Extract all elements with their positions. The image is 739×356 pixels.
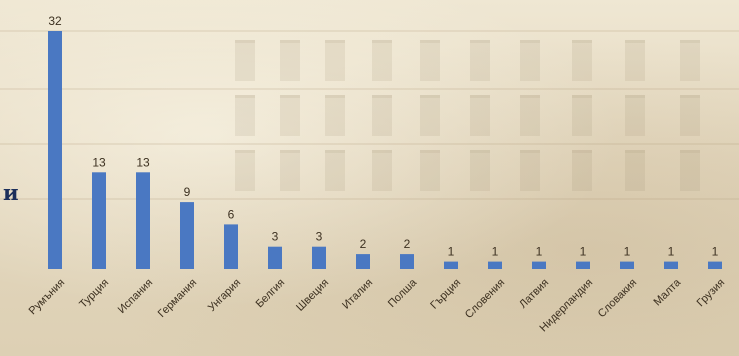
background-window-shape	[625, 150, 645, 191]
background-window-shape	[325, 150, 345, 191]
bar-1	[92, 172, 106, 269]
tick-label-7: Италия	[340, 277, 375, 312]
background-window-shape	[280, 95, 300, 136]
bar-12	[576, 261, 590, 269]
background-cornice-line	[0, 198, 739, 200]
bar-6	[312, 246, 326, 269]
background-cornice-line	[0, 30, 739, 32]
tick-label-10: Словения	[463, 277, 507, 321]
bar-13	[620, 261, 634, 269]
tick-label-14: Малта	[651, 276, 683, 308]
tick-label-0: Румъния	[27, 277, 68, 318]
bar-4	[224, 224, 238, 269]
background-window-shape	[235, 150, 255, 191]
background-cornice-line	[0, 88, 739, 90]
background-window-shape	[325, 95, 345, 136]
bar-15	[708, 261, 722, 269]
bar-9	[444, 261, 458, 269]
value-label-1: 13	[92, 155, 106, 169]
background-window-shape	[625, 40, 645, 81]
background-window-shape	[520, 150, 540, 191]
tick-label-5: Белгия	[254, 277, 288, 311]
background-window-shape	[372, 150, 392, 191]
background-window-shape	[520, 40, 540, 81]
bar-11	[532, 261, 546, 269]
background-window-shape	[235, 95, 255, 136]
value-label-5: 3	[272, 230, 279, 244]
bar-8	[400, 254, 414, 269]
background-window-shape	[420, 40, 440, 81]
value-label-4: 6	[228, 207, 235, 221]
value-label-13: 1	[624, 245, 631, 259]
value-label-9: 1	[448, 245, 455, 259]
background-window-shape	[372, 95, 392, 136]
background-window-shape	[520, 95, 540, 136]
background-window-shape	[280, 40, 300, 81]
background-window-shape	[470, 95, 490, 136]
tick-label-4: Унгария	[206, 277, 243, 314]
tick-labels-group: Румъния Турция Испания Германия Унгария Белги…	[27, 276, 728, 334]
background-cornice-line	[0, 143, 739, 145]
background-window-shape	[625, 95, 645, 136]
background-window-shape	[572, 40, 592, 81]
bar-2	[136, 172, 150, 269]
background-window-shape	[470, 150, 490, 191]
background-window-shape	[470, 40, 490, 81]
tick-label-1: Турция	[77, 277, 111, 311]
value-label-8: 2	[404, 237, 411, 251]
bar-0	[48, 31, 62, 269]
background-window-shape	[420, 95, 440, 136]
tick-label-3: Германия	[156, 277, 199, 320]
background-window-shape	[372, 40, 392, 81]
value-label-0: 32	[48, 14, 62, 28]
background-window-shape	[680, 95, 700, 136]
value-label-10: 1	[492, 245, 499, 259]
side-text-fragment: и	[3, 180, 19, 205]
tick-label-11: Латвия	[517, 277, 551, 311]
value-label-15: 1	[712, 245, 719, 259]
tick-label-2: Испания	[116, 277, 155, 316]
value-label-3: 9	[184, 185, 191, 199]
bar-7	[356, 254, 370, 269]
value-label-12: 1	[580, 245, 587, 259]
bar-10	[488, 261, 502, 269]
background-window-shape	[235, 40, 255, 81]
bar-14	[664, 261, 678, 269]
value-label-11: 1	[536, 245, 543, 259]
tick-label-6: Швеция	[294, 277, 331, 314]
tick-label-8: Полша	[386, 276, 420, 310]
value-label-14: 1	[668, 245, 675, 259]
value-label-7: 2	[360, 237, 367, 251]
background-window-shape	[280, 150, 300, 191]
bars-group	[48, 31, 722, 269]
tick-label-15: Грузия	[695, 277, 728, 310]
tick-label-13: Словакия	[596, 277, 639, 320]
background-window-shape	[572, 150, 592, 191]
background-window-shape	[680, 150, 700, 191]
bar-5	[268, 246, 282, 269]
tick-label-9: Гърция	[428, 277, 463, 312]
background-window-shape	[572, 95, 592, 136]
background-window-shape	[420, 150, 440, 191]
bar-3	[180, 202, 194, 269]
value-label-2: 13	[136, 155, 150, 169]
background-window-shape	[325, 40, 345, 81]
value-label-6: 3	[316, 230, 323, 244]
background-window-shape	[680, 40, 700, 81]
